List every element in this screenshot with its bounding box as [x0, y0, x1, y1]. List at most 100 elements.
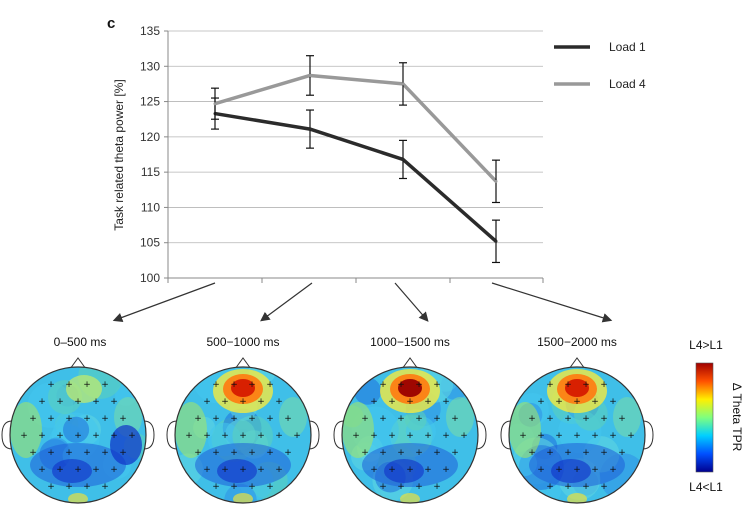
svg-text:+: +: [397, 482, 405, 492]
x-axis-ticks: [167, 278, 544, 283]
svg-text:+: +: [221, 431, 229, 441]
svg-text:+: +: [266, 448, 274, 458]
svg-text:+: +: [582, 482, 590, 492]
svg-text:+: +: [101, 380, 109, 390]
y-tick-label: 105: [140, 236, 160, 250]
svg-text:+: +: [110, 397, 118, 407]
electrodes: + + + ++ + + + ++ + + + + ++ + + + + + ++ + + + + ++ + + + ++ + + +: [352, 380, 468, 492]
svg-text:+: +: [361, 448, 369, 458]
svg-text:+: +: [573, 397, 581, 407]
svg-text:+: +: [564, 414, 572, 424]
series-layer: [211, 55, 500, 264]
svg-text:+: +: [600, 448, 608, 458]
colorbar: L4>L1 Δ Theta TPR L4<L1: [689, 338, 744, 494]
svg-text:+: +: [573, 431, 581, 441]
svg-text:+: +: [591, 397, 599, 407]
svg-text:+: +: [433, 482, 441, 492]
svg-text:+: +: [370, 465, 378, 475]
svg-text:+: +: [257, 431, 265, 441]
svg-text:+: +: [546, 414, 554, 424]
svg-text:+: +: [618, 448, 626, 458]
svg-text:+: +: [20, 431, 28, 441]
head-outline: [9, 366, 147, 504]
topomap-title-1: 0–500 ms: [54, 335, 107, 349]
data-point: [494, 179, 498, 183]
series-1: [211, 97, 500, 264]
svg-text:+: +: [119, 448, 127, 458]
colorbar-title: Δ Theta TPR: [730, 383, 744, 452]
svg-text:+: +: [38, 397, 46, 407]
arrow: [491, 282, 613, 323]
left-ear: [500, 420, 512, 450]
colorbar-bottom-label: L4<L1: [689, 480, 723, 494]
svg-text:+: +: [65, 414, 73, 424]
svg-text:+: +: [275, 431, 283, 441]
svg-text:+: +: [92, 431, 100, 441]
arrows: [112, 282, 613, 323]
svg-text:+: +: [221, 397, 229, 407]
data-point: [308, 127, 312, 131]
svg-text:+: +: [212, 482, 220, 492]
topomap-2: + + + ++ + + + ++ + + + + ++ + + + + + ++ + + + + ++ + + + ++ + + +: [166, 357, 320, 504]
svg-text:+: +: [618, 414, 626, 424]
svg-text:+: +: [433, 380, 441, 390]
data-point: [401, 157, 405, 161]
svg-text:+: +: [230, 482, 238, 492]
svg-text:+: +: [38, 465, 46, 475]
svg-text:+: +: [406, 397, 414, 407]
svg-text:+: +: [460, 431, 468, 441]
arrow: [112, 282, 216, 323]
svg-text:+: +: [564, 380, 572, 390]
data-point: [213, 102, 217, 106]
svg-text:+: +: [221, 465, 229, 475]
svg-text:+: +: [442, 465, 450, 475]
y-tick-labels: 100 105 110 115 120 125 130 135: [140, 24, 160, 285]
svg-text:+: +: [397, 448, 405, 458]
svg-text:+: +: [110, 431, 118, 441]
electrodes: + + + ++ + + + ++ + + + + ++ + + + + + ++ + + + + ++ + + + ++ + + +: [20, 380, 136, 492]
left-ear: [1, 420, 13, 450]
svg-text:+: +: [257, 397, 265, 407]
svg-text:+: +: [555, 465, 563, 475]
electrodes: + + + ++ + + + ++ + + + + ++ + + + + + ++ + + + + ++ + + + ++ + + +: [519, 380, 635, 492]
svg-text:+: +: [528, 414, 536, 424]
svg-text:+: +: [128, 431, 136, 441]
svg-text:+: +: [352, 431, 360, 441]
svg-text:+: +: [582, 380, 590, 390]
svg-text:+: +: [293, 431, 301, 441]
svg-text:+: +: [406, 431, 414, 441]
svg-text:+: +: [573, 465, 581, 475]
svg-text:+: +: [528, 448, 536, 458]
svg-text:+: +: [284, 414, 292, 424]
data-point: [401, 82, 405, 86]
svg-text:+: +: [424, 397, 432, 407]
svg-text:+: +: [555, 397, 563, 407]
y-tick-label: 115: [141, 165, 160, 179]
y-tick-label: 110: [141, 200, 160, 214]
topomap-4: + + + ++ + + + ++ + + + + ++ + + + + + ++ + + + + ++ + + + ++ + + +: [500, 357, 654, 504]
svg-text:+: +: [83, 448, 91, 458]
svg-text:+: +: [47, 380, 55, 390]
head-outline: [341, 366, 479, 504]
svg-text:+: +: [230, 448, 238, 458]
svg-text:+: +: [212, 380, 220, 390]
svg-text:+: +: [379, 414, 387, 424]
svg-text:+: +: [230, 380, 238, 390]
svg-text:+: +: [74, 465, 82, 475]
svg-text:+: +: [600, 414, 608, 424]
right-ear: [642, 420, 654, 450]
svg-text:+: +: [248, 380, 256, 390]
svg-text:+: +: [119, 414, 127, 424]
svg-text:+: +: [92, 465, 100, 475]
svg-text:+: +: [582, 414, 590, 424]
svg-text:+: +: [74, 397, 82, 407]
svg-text:+: +: [239, 465, 247, 475]
svg-text:+: +: [266, 414, 274, 424]
panel-label: c: [107, 15, 115, 32]
colorbar-top-label: L4>L1: [689, 338, 723, 352]
svg-text:+: +: [537, 397, 545, 407]
topomap-3: + + + ++ + + + ++ + + + + ++ + + + + + ++ + + + + ++ + + + ++ + + +: [333, 357, 487, 504]
right-ear: [475, 420, 487, 450]
svg-text:+: +: [74, 431, 82, 441]
